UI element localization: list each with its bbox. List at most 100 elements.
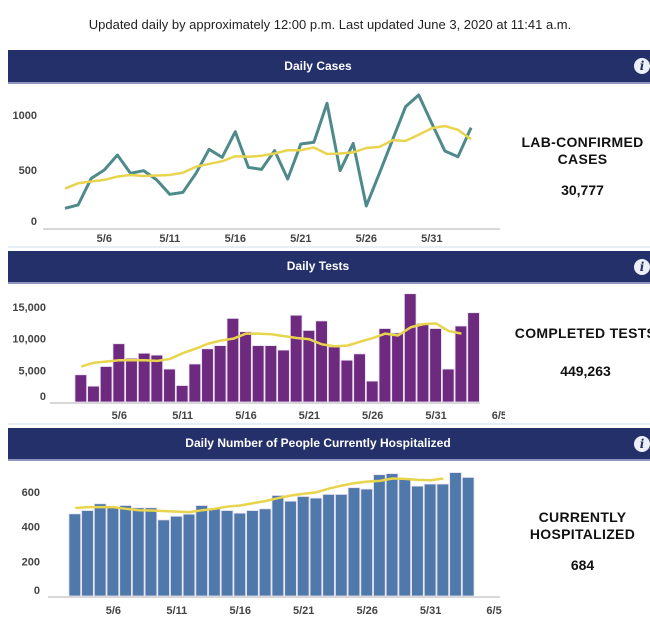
bar [284,500,297,597]
bar [258,508,272,597]
bar [335,494,348,597]
x-tick-label: 6/5 [486,605,501,617]
bar [423,483,437,597]
bar [220,510,234,597]
bar [309,497,323,597]
bar [93,503,107,597]
bar [398,478,411,597]
divider [8,246,650,248]
bar [112,343,126,403]
hospitalized-chart: 0 200 400 600 5/6 5/11 5/16 5/21 5/26 5/31 6/5 [22,472,502,617]
bar [170,515,183,597]
bar [391,332,404,403]
section-title: Daily Number of People Currently Hospita… [185,436,451,450]
stat-label: CURRENTLY [538,509,627,525]
y-tick-label: 0 [40,391,46,403]
bar [416,323,430,403]
y-tick-label: 0 [34,585,40,597]
bar [201,348,214,403]
bar [327,346,341,403]
x-tick-label: 5/11 [172,410,193,422]
section-title: Daily Cases [284,59,352,73]
stat-label: LAB-CONFIRMED [521,134,644,150]
x-tick-label: 5/6 [106,605,121,617]
bar [137,352,151,403]
bar [360,488,373,597]
divider [8,423,650,425]
bar [195,505,208,597]
bar [233,512,247,597]
y-tick-label: 10,000 [12,334,46,346]
bar [277,349,290,403]
bar [315,320,328,403]
bar [144,507,158,597]
bar [175,385,189,403]
bar [411,485,424,597]
bar [251,345,265,403]
bar [365,380,379,403]
stat-value: 449,263 [560,363,611,379]
y-tick-label: 400 [22,522,40,534]
bar [429,328,442,403]
cases-stat: LAB-CONFIRMED CASES 30,777 [500,134,650,198]
bar [378,328,392,403]
info-icon[interactable]: i [634,435,650,452]
stat-value: 684 [570,557,595,573]
bar [182,513,196,597]
x-tick-label: 5/26 [356,233,377,245]
x-tick-label: 5/21 [290,233,311,245]
info-icon[interactable]: i [634,258,650,275]
bar [188,363,202,403]
x-tick-label: 5/26 [362,410,383,422]
bar [99,366,113,403]
x-tick-label: 5/16 [225,233,246,245]
bar [340,359,354,403]
bar [125,357,138,403]
x-tick-label: 5/6 [97,233,112,245]
bar [302,330,316,403]
bar [454,325,468,403]
x-tick-label: 5/31 [421,233,442,245]
x-tick-label: 5/11 [166,605,187,617]
average-line [75,477,444,514]
y-tick-label: 5,000 [18,365,46,377]
bar [208,508,221,597]
bar [68,513,82,597]
x-tick-label: 5/6 [112,410,127,422]
bar [353,353,366,403]
y-tick-label: 600 [22,487,40,499]
bar [436,483,450,597]
bar [106,506,120,597]
bar [373,474,386,597]
y-tick-label: 0 [31,216,37,228]
x-tick-label: 5/26 [356,605,377,617]
daily-cases-chart: 0 500 1000 5/6 5/11 5/16 5/21 5/26 5/31 [13,93,500,245]
x-tick-label: 5/16 [235,410,256,422]
bar [467,312,480,403]
y-tick-label: 200 [22,556,40,568]
bar [163,368,176,403]
y-tick-label: 500 [19,165,37,177]
bar [347,487,361,597]
bar [119,505,132,597]
bar [87,385,100,403]
average-line [80,322,462,368]
x-tick-label: 5/21 [293,605,314,617]
bar [449,472,462,597]
x-tick-label: 6/5 [492,410,505,422]
bar [289,314,303,403]
info-icon[interactable]: i [634,58,650,74]
average-line [64,124,472,190]
bar [239,331,252,403]
cases-line [64,93,473,210]
bar [461,477,475,597]
bar [226,318,240,403]
bar [322,494,335,597]
bar [403,293,417,403]
x-tick-label: 5/31 [425,410,446,422]
last-updated-text: Updated daily by approximately 12:00 p.m… [88,17,572,32]
x-tick-label: 5/11 [159,233,180,245]
daily-tests-header: Daily Tests i [8,251,650,284]
daily-cases-header: Daily Cases i [8,50,650,84]
bar [150,354,164,403]
